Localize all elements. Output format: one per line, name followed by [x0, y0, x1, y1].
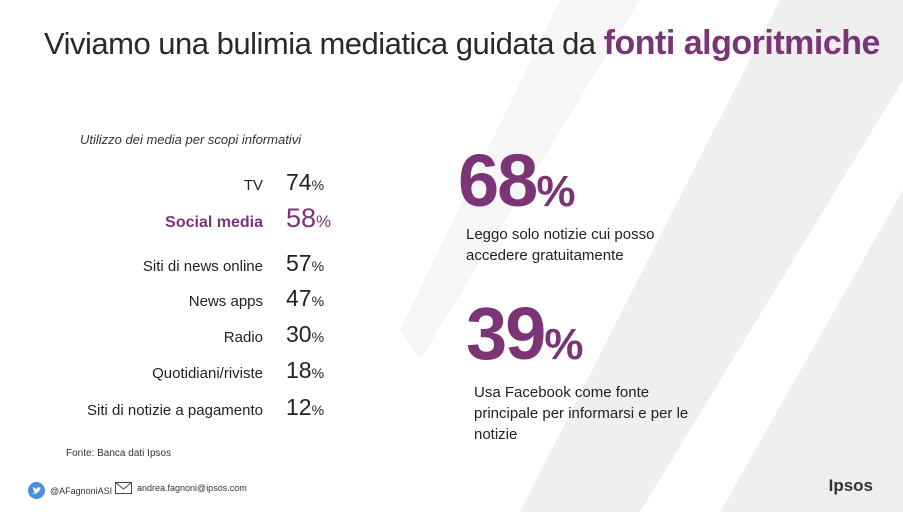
- chart-subtitle: Utilizzo dei media per scopi informativi: [80, 132, 302, 147]
- stat-39-description: Usa Facebook come fonte principale per i…: [474, 384, 689, 443]
- list-item: Siti di notizie a pagamento 12%: [40, 393, 340, 423]
- media-label: Siti di notizie a pagamento: [87, 402, 263, 419]
- media-label: Radio: [223, 329, 263, 346]
- twitter-link[interactable]: @AFagnoniASI: [28, 482, 112, 499]
- list-item: TV 74%: [40, 168, 340, 198]
- list-item: News apps 47%: [40, 284, 340, 314]
- media-label: Quotidiani/riviste: [152, 365, 263, 382]
- ipsos-logo: Ipsos: [828, 476, 873, 495]
- title-accent: fonti algoritmiche: [603, 24, 881, 62]
- media-label: TV: [243, 177, 263, 194]
- stat-39-value: 39%: [466, 292, 584, 375]
- email-link[interactable]: andrea.fagnoni@ipsos.com: [115, 482, 247, 494]
- stat-68-description: Leggo solo notizie cui posso accedere gr…: [466, 226, 655, 264]
- media-value: 47%: [286, 285, 325, 311]
- media-label: News apps: [188, 293, 263, 310]
- list-item: Siti di news online 57%: [40, 249, 340, 279]
- page-title: Viviamo una bulimia mediatica guidata da…: [44, 24, 894, 63]
- list-item: Quotidiani/riviste 18%: [40, 356, 340, 386]
- stat-68-value: 68%: [458, 139, 576, 222]
- title-main: Viviamo una bulimia mediatica guidata da: [44, 26, 604, 61]
- list-item-highlight: Social media 58%: [40, 203, 340, 236]
- envelope-icon: [115, 482, 132, 494]
- media-value: 74%: [286, 169, 325, 195]
- media-value: 30%: [286, 321, 325, 347]
- media-value: 57%: [286, 250, 325, 276]
- list-item: Radio 30%: [40, 320, 340, 350]
- media-value: 12%: [286, 394, 325, 420]
- twitter-bird-icon: [28, 482, 45, 499]
- email-address: andrea.fagnoni@ipsos.com: [137, 483, 247, 493]
- media-label: Siti di news online: [142, 258, 263, 275]
- source-note: Fonte: Banca dati Ipsos: [66, 448, 172, 459]
- media-label: Social media: [165, 214, 263, 231]
- media-value: 18%: [286, 357, 325, 383]
- twitter-handle: @AFagnoniASI: [50, 485, 113, 496]
- media-value: 58%: [286, 203, 332, 233]
